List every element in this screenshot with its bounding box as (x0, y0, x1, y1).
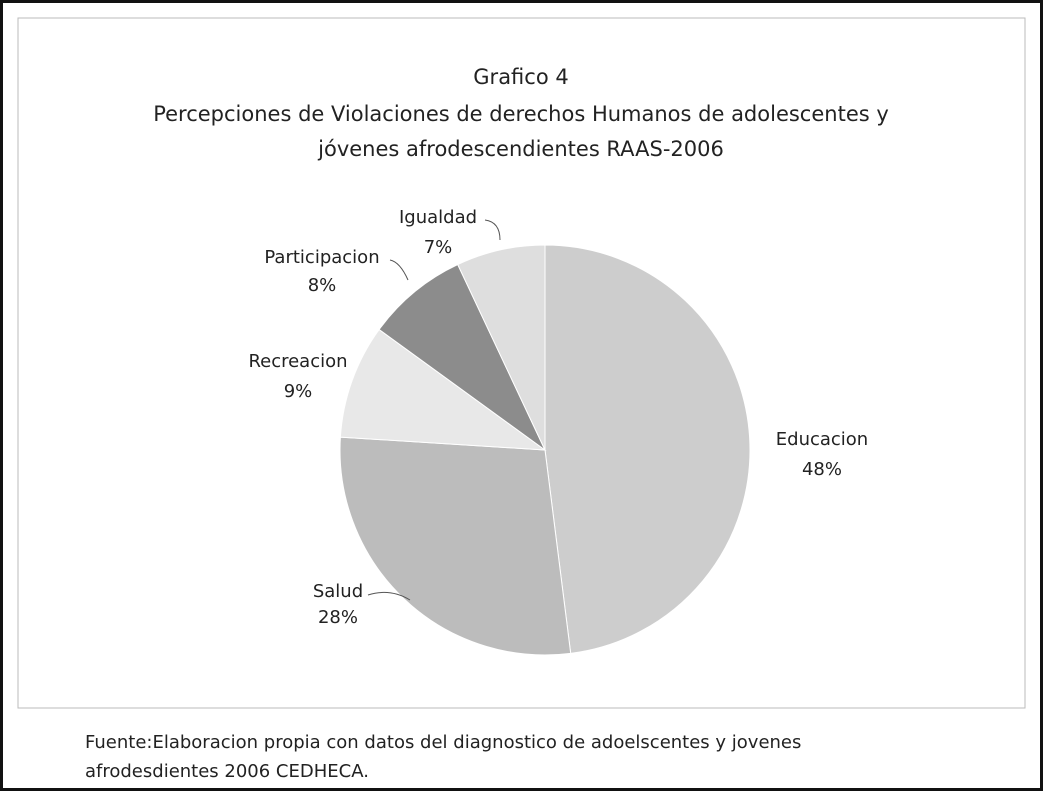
pie-slice (457, 244, 546, 451)
slice-value-label: 8% (308, 275, 337, 296)
leader-line (367, 591, 411, 601)
pie-slice (544, 244, 751, 654)
slice-label: Educacion (776, 429, 868, 450)
chart-subtitle: Percepciones de Violaciones de derechos … (153, 102, 889, 126)
slice-label: Participacion (264, 247, 379, 268)
pie-slice (339, 328, 547, 451)
chart-frame (17, 17, 1026, 709)
slice-value-label: 48% (802, 459, 842, 480)
slice-label: Salud (313, 581, 363, 602)
pie-slice (378, 263, 546, 451)
slice-value-label: 9% (284, 381, 313, 402)
source-note: Fuente:Elaboracion propia con datos del … (85, 732, 801, 753)
slice-label: Igualdad (399, 207, 477, 228)
leader-line (389, 259, 409, 281)
slice-label: Recreacion (248, 351, 347, 372)
leader-line (484, 219, 501, 241)
chart-subtitle: jóvenes afrodescendientes RAAS-2006 (317, 137, 724, 161)
slice-value-label: 7% (424, 237, 453, 258)
source-note: afrodesdientes 2006 CEDHECA. (85, 761, 369, 782)
chart-title: Grafico 4 (473, 65, 568, 89)
slice-value-label: 28% (318, 607, 358, 628)
pie-slice (339, 436, 572, 656)
